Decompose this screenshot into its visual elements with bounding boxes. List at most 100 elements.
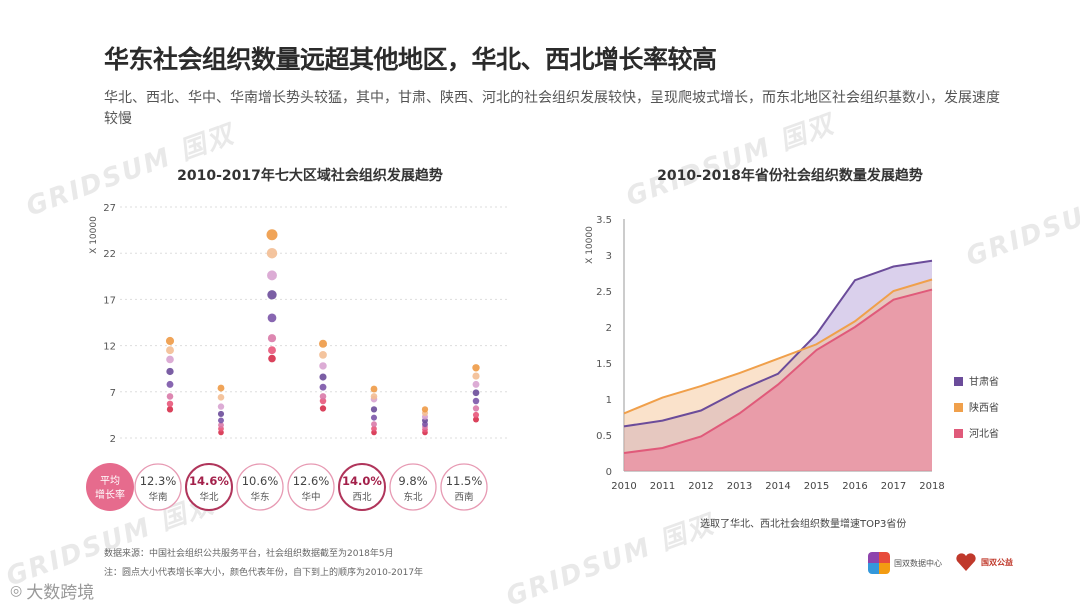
data-point	[267, 290, 277, 300]
data-point	[318, 339, 328, 348]
x-tick-label: 2017	[881, 481, 906, 492]
y-tick-label: 2.5	[596, 287, 612, 298]
province-area-chart: X 10000 0 0.5 1 1.5 2 2.5 3 3.5 2010 2011 2012 2013 2…	[585, 215, 999, 492]
data-point	[472, 372, 480, 380]
data-point	[370, 385, 378, 393]
page-subtitle: 华北、西北、华中、华南增长势头较猛，其中，甘肃、陕西、河北的社会组织发展较快，呈…	[104, 90, 1000, 127]
y-tick-label: 0.5	[596, 431, 612, 442]
growth-rate: 12.3%	[140, 474, 177, 488]
legend-swatch	[954, 429, 963, 438]
growth-label-text: 增长率	[95, 488, 125, 501]
legend-label: 陕西省	[969, 401, 999, 414]
growth-rate: 14.6%	[189, 474, 229, 488]
x-tick-label: 2016	[842, 481, 867, 492]
y-tick-label: 2	[606, 323, 612, 334]
growth-rate: 14.0%	[342, 474, 382, 488]
data-point	[370, 393, 378, 400]
gridsum-data-logo: 国双数据中心	[868, 552, 942, 574]
data-point	[319, 362, 327, 370]
gridsum-charity-logo: 国双公益	[955, 552, 1013, 572]
data-point	[319, 383, 327, 391]
x-tick-label: 2011	[650, 481, 675, 492]
growth-rate: 12.6%	[293, 474, 330, 488]
y-tick-label: 17	[103, 295, 116, 306]
chart-title-provinces: 2010-2018年省份社会组织数量发展趋势	[657, 168, 923, 184]
data-point	[473, 416, 479, 423]
data-point	[166, 406, 174, 413]
x-tick-label: 2010	[611, 481, 636, 492]
y-tick-label: 7	[110, 388, 116, 399]
data-point	[166, 346, 174, 355]
data-point	[472, 389, 480, 397]
legend-label: 河北省	[969, 427, 999, 440]
data-point	[266, 247, 278, 259]
brand-watermark: ◎ 大数跨境	[10, 578, 95, 604]
data-point	[319, 350, 327, 359]
data-point	[266, 229, 278, 241]
data-point	[472, 405, 480, 412]
y-tick-label: 3	[606, 251, 612, 262]
growth-rate: 9.8%	[398, 474, 427, 488]
logo-text: 国双公益	[981, 557, 1013, 567]
logo-text: 国双数据中心	[894, 558, 942, 568]
chart-note: 选取了华北、西北社会组织数量增速TOP3省份	[700, 519, 907, 530]
data-point	[267, 270, 277, 281]
y-tick-label: 2	[110, 434, 116, 445]
brand-icon: ◎	[10, 582, 23, 599]
data-point	[268, 346, 276, 355]
data-point	[166, 400, 174, 408]
growth-region: 华北	[199, 491, 219, 503]
growth-circle	[236, 463, 284, 511]
data-point	[319, 393, 327, 400]
data-point	[217, 403, 225, 410]
y-tick-label: 1.5	[596, 359, 612, 370]
growth-region: 东北	[403, 491, 423, 503]
y-axis-label: X 10000	[89, 216, 99, 254]
y-tick-label: 22	[103, 249, 116, 260]
x-tick-label: 2015	[804, 481, 829, 492]
y-tick-label: 0	[606, 467, 612, 478]
y-tick-label: 3.5	[596, 215, 612, 226]
growth-circle	[134, 463, 182, 511]
data-point	[218, 422, 224, 428]
growth-rate: 10.6%	[242, 474, 279, 488]
series-line	[623, 288, 933, 454]
y-axis-label: X 10000	[585, 226, 595, 264]
growth-circle	[440, 463, 488, 511]
growth-rate: 11.5%	[446, 474, 483, 488]
legend-swatch	[954, 403, 963, 412]
data-point	[217, 410, 225, 418]
growth-region: 华南	[148, 491, 167, 503]
y-tick-label: 1	[606, 395, 612, 406]
data-point	[319, 397, 327, 405]
x-tick-label: 2018	[919, 481, 944, 492]
growth-label-badge	[86, 463, 134, 511]
x-tick-label: 2012	[688, 481, 713, 492]
data-source: 数据来源：中国社会组织公共服务平台，社会组织数据截至为2018年5月	[104, 549, 394, 559]
series-line	[623, 278, 933, 415]
growth-region: 华中	[301, 491, 320, 503]
growth-region: 西北	[352, 492, 372, 503]
data-point	[319, 373, 327, 381]
regional-dot-chart: X 100002712172227平均增长率12.3%华南14.6%华北10.6…	[86, 203, 510, 511]
heart-icon	[956, 553, 976, 571]
data-point	[166, 355, 174, 364]
data-point	[267, 334, 277, 343]
data-point	[370, 406, 378, 413]
data-point	[472, 411, 480, 418]
series-area	[624, 289, 932, 471]
series-line	[623, 259, 933, 428]
data-point	[267, 313, 277, 323]
data-point	[371, 425, 377, 432]
legend-label: 甘肃省	[969, 375, 999, 388]
data-point	[472, 380, 480, 388]
x-tick-label: 2013	[727, 481, 752, 492]
growth-circle	[389, 463, 437, 511]
growth-circle	[287, 463, 335, 511]
data-point	[371, 421, 377, 428]
watermark: GRIDSUM 国双	[502, 509, 719, 613]
data-point	[218, 417, 224, 424]
data-point	[166, 393, 174, 400]
growth-circle	[185, 463, 233, 511]
brand-text: 大数跨境	[26, 583, 95, 603]
